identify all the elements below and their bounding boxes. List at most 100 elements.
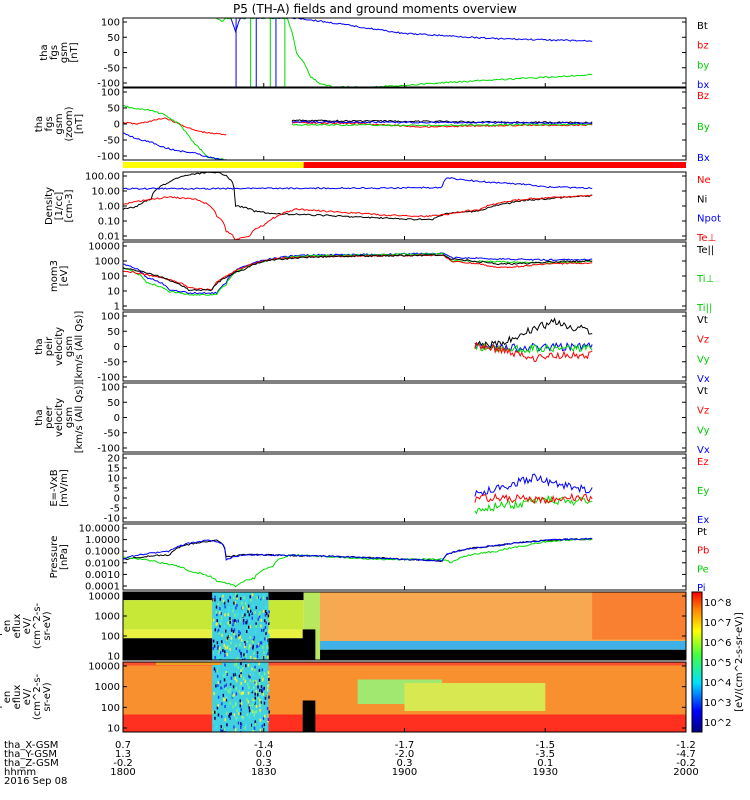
heatmap-speck [263, 655, 266, 659]
heatmap-speck [267, 675, 270, 679]
heatmap-speck [246, 619, 248, 623]
heatmap-speck [222, 594, 224, 598]
heatmap-speck [246, 640, 249, 644]
heatmap-speck [225, 696, 228, 700]
heatmap-speck [229, 620, 231, 624]
x-axis-row-label: hhmm [4, 767, 36, 778]
heatmap-speck [230, 691, 232, 695]
series-line [123, 132, 227, 160]
heatmap-speck [260, 624, 262, 628]
heatmap-speck [215, 684, 217, 688]
series-line [474, 341, 593, 363]
heatmap-speck [225, 629, 228, 633]
heatmap-speck [241, 612, 244, 616]
colorbar-tick: 10^3 [704, 698, 731, 709]
legend-entry: Bx [697, 153, 710, 164]
heatmap-speck [226, 730, 229, 732]
heatmap-speck [237, 706, 239, 710]
heatmap-speck [225, 730, 228, 732]
series-line [291, 119, 593, 124]
heatmap-speck [245, 664, 247, 668]
heatmap-speck [239, 704, 242, 708]
heatmap-speck [224, 698, 226, 702]
heatmap-speck [264, 672, 266, 676]
x-axis-row-value: -3.5 [535, 749, 555, 760]
heatmap-column [212, 592, 269, 660]
heatmap-speck [246, 605, 248, 609]
heatmap-speck [212, 710, 214, 714]
heatmap-speck [265, 637, 268, 641]
heatmap-speck [232, 606, 235, 610]
heatmap-speck [227, 704, 230, 708]
heatmap-speck [263, 667, 265, 671]
heatmap-speck [256, 596, 258, 600]
heatmap-speck [248, 715, 251, 719]
heatmap-speck [233, 628, 236, 632]
heatmap-speck [221, 598, 224, 602]
legend-entry: Ti⊥ [696, 274, 714, 285]
colorbar-tick: 10^7 [704, 618, 731, 629]
heatmap-speck [251, 723, 253, 727]
legend-entry: Vz [697, 335, 709, 346]
heatmap-speck [229, 687, 232, 691]
y-tick-label: -100 [97, 373, 120, 384]
heatmap-speck [264, 696, 267, 700]
heatmap-speck [254, 630, 257, 634]
heatmap-speck [264, 613, 267, 617]
y-tick-label: 0 [114, 48, 120, 59]
legend-entry: By [697, 122, 710, 133]
legend-entry: Vz [697, 406, 709, 417]
x-tick-label: 1800 [110, 767, 135, 778]
y-axis-label: eflux [12, 614, 23, 639]
panel-peir-velocity: 100 50 0 -50 -100 tha peir velocity gsm [km/s (Al… [34, 311, 710, 385]
y-tick-label: 1 [114, 302, 120, 313]
heatmap-speck [258, 668, 261, 672]
heatmap-speck [222, 672, 225, 676]
heatmap-speck [266, 638, 269, 642]
y-tick-label: 50 [107, 398, 120, 409]
heatmap-speck [268, 689, 270, 693]
heatmap-speck [219, 619, 222, 623]
heatmap-speck [241, 614, 244, 618]
heatmap-speck [240, 654, 243, 658]
legend-entry: Bt [697, 21, 708, 32]
legend-entry: Vx [697, 445, 710, 456]
heatmap-speck [254, 665, 256, 669]
heatmap-speck [234, 703, 237, 707]
x-axis-row-value: -0.2 [113, 758, 133, 769]
heatmap-speck [223, 665, 226, 669]
heatmap-speck [267, 655, 269, 659]
heatmap-speck [240, 730, 242, 732]
y-tick-label: 10 [107, 724, 120, 735]
heatmap-speck [214, 710, 216, 714]
heatmap-speck [227, 689, 229, 693]
heatmap-speck [225, 683, 227, 687]
heatmap-speck [223, 643, 225, 647]
heatmap-speck [215, 725, 217, 729]
heatmap-speck [264, 609, 267, 613]
heatmap-speck [213, 625, 215, 629]
heatmap-speck [218, 650, 221, 654]
x-axis-row-value: -2.0 [395, 749, 415, 760]
heatmap-speck [227, 634, 230, 638]
heatmap-speck [232, 619, 234, 623]
heatmap-speck [267, 684, 269, 688]
heatmap-speck [252, 723, 254, 727]
series-line [123, 117, 227, 136]
heatmap-speck [235, 644, 237, 648]
heatmap-speck [265, 621, 267, 625]
x-axis-row-value: 0.3 [397, 758, 413, 769]
heatmap-speck [238, 629, 241, 633]
heatmap-gap [302, 700, 316, 732]
heatmap-speck [264, 605, 267, 609]
heatmap-speck [235, 658, 237, 660]
heatmap-speck [265, 650, 268, 654]
heatmap-speck [244, 641, 246, 645]
heatmap-speck [214, 595, 216, 599]
panel-temperature: 10000 1000 100 10 1 mom3 [eV] Te|| Ti⊥ Ti|| [49, 241, 714, 314]
heatmap-speck [217, 652, 219, 656]
heatmap-speck [240, 651, 242, 655]
heatmap-speck [225, 687, 227, 691]
heatmap-speck [246, 650, 248, 654]
